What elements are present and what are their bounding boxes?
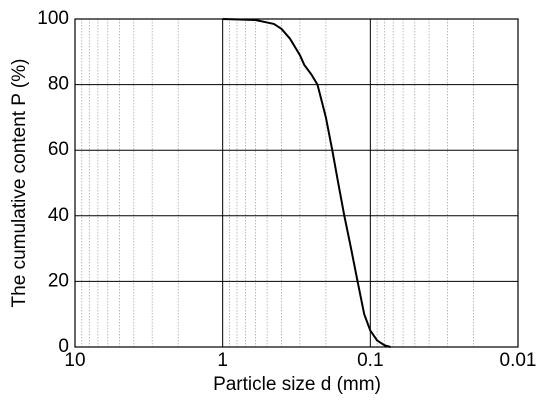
y-tick-label: 100: [37, 8, 69, 29]
x-tick-label: 0.01: [500, 350, 537, 371]
x-tick-label: 1: [217, 350, 228, 371]
data-line: [222, 18, 391, 348]
x-tick-label: 10: [64, 350, 85, 371]
y-axis-label: The cumulative content P (%): [9, 59, 30, 308]
x-axis-label: Particle size d (mm): [213, 374, 381, 395]
y-tick-label: 80: [48, 74, 69, 95]
y-tick-label: 60: [48, 139, 69, 160]
plot-frame: [74, 18, 519, 348]
y-tick-label: 20: [48, 270, 69, 291]
x-tick-label: 0.1: [357, 350, 383, 371]
y-tick-label: 0: [58, 336, 69, 357]
y-tick-label: 40: [48, 205, 69, 226]
